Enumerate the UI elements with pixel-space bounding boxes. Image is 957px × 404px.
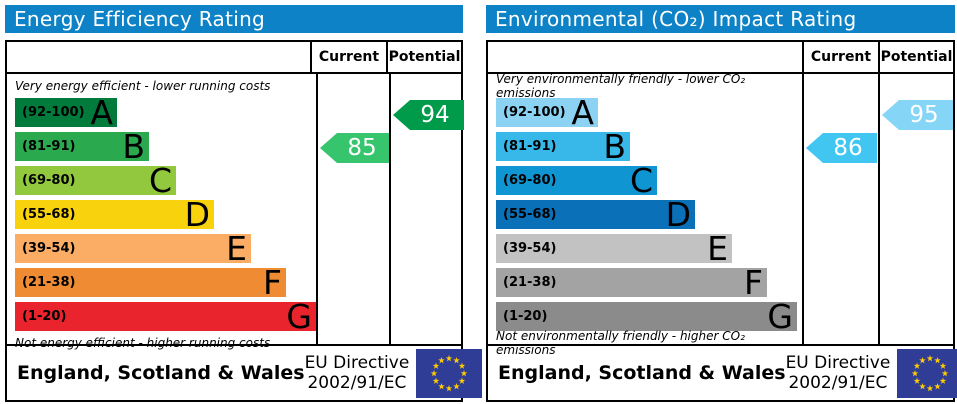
band-range-label: (81-91) bbox=[503, 139, 557, 154]
band-letter: B bbox=[603, 127, 626, 166]
energy-panel-title-bar: Energy Efficiency Rating bbox=[5, 5, 463, 33]
band-letter: G bbox=[767, 297, 793, 336]
band-range-label: (39-54) bbox=[503, 241, 557, 256]
band-range-label: (69-80) bbox=[503, 173, 557, 188]
eu-flag-icon bbox=[897, 348, 957, 398]
energy-potential-column: 94 bbox=[388, 74, 464, 344]
energy-potential-rating-arrow: 94 bbox=[392, 100, 464, 130]
environmental-band-d: (55-68) D bbox=[496, 195, 695, 234]
energy-band-b: (81-91) B bbox=[15, 127, 149, 166]
band-range-label: (55-68) bbox=[22, 207, 76, 222]
band-letter: D bbox=[184, 195, 210, 234]
band-range-label: (81-91) bbox=[22, 139, 76, 154]
energy-footer: England, Scotland & Wales EU Directive 2… bbox=[7, 344, 483, 400]
band-letter: G bbox=[286, 297, 312, 336]
band-letter: C bbox=[629, 161, 653, 200]
eu-directive-line1: EU Directive bbox=[785, 352, 891, 373]
energy-band-area: Very energy efficient - lower running co… bbox=[7, 74, 316, 350]
energy-current-rating-arrow: 85 bbox=[320, 133, 391, 163]
energy-efficiency-panel: Energy Efficiency Rating Current Potenti… bbox=[5, 5, 483, 402]
energy-potential-column-header: Potential bbox=[386, 42, 461, 72]
band-letter: B bbox=[122, 127, 145, 166]
energy-chart-body: Very energy efficient - lower running co… bbox=[7, 74, 464, 350]
energy-band-g: (1-20) G bbox=[15, 297, 316, 336]
energy-current-column-header: Current bbox=[310, 42, 386, 72]
environmental-eu-directive-label: EU Directive 2002/91/EC bbox=[786, 353, 891, 393]
energy-eu-directive-label: EU Directive 2002/91/EC bbox=[305, 353, 410, 393]
environmental-impact-panel: Environmental (CO₂) Impact Rating Curren… bbox=[486, 5, 957, 402]
environmental-potential-rating-arrow: 95 bbox=[882, 100, 953, 130]
environmental-column-header-row: Current Potential bbox=[488, 42, 953, 74]
energy-band-d: (55-68) D bbox=[15, 195, 214, 234]
band-letter: D bbox=[665, 195, 691, 234]
environmental-rating-table: Current Potential Very environmentally f… bbox=[486, 40, 957, 402]
energy-band-a: (92-100) A bbox=[15, 93, 117, 132]
band-letter: F bbox=[263, 263, 282, 302]
band-letter: A bbox=[571, 93, 594, 132]
environmental-header-spacer bbox=[488, 42, 802, 72]
environmental-potential-column-header: Potential bbox=[878, 42, 953, 72]
environmental-top-caption: Very environmentally friendly - lower CO… bbox=[496, 72, 746, 100]
environmental-band-area: Very environmentally friendly - lower CO… bbox=[488, 72, 802, 357]
energy-bottom-caption: Not energy efficient - higher running co… bbox=[15, 335, 271, 350]
band-letter: E bbox=[226, 229, 247, 268]
eu-directive-line2: 2002/91/EC bbox=[788, 373, 888, 393]
band-range-label: (21-38) bbox=[503, 275, 557, 290]
band-range-label: (92-100) bbox=[22, 105, 85, 120]
environmental-panel-title-bar: Environmental (CO₂) Impact Rating bbox=[486, 5, 955, 33]
band-letter: E bbox=[707, 229, 728, 268]
energy-panel-title: Energy Efficiency Rating bbox=[14, 7, 266, 31]
environmental-band-f: (21-38) F bbox=[496, 263, 767, 302]
band-range-label: (1-20) bbox=[503, 309, 548, 324]
environmental-current-column: 86 bbox=[802, 74, 878, 344]
environmental-panel-title: Environmental (CO₂) Impact Rating bbox=[495, 7, 857, 31]
energy-column-header-row: Current Potential bbox=[7, 42, 461, 74]
energy-region-label: England, Scotland & Wales bbox=[17, 362, 305, 384]
band-letter: A bbox=[90, 93, 113, 132]
energy-header-spacer bbox=[7, 42, 310, 72]
band-range-label: (92-100) bbox=[503, 105, 566, 120]
environmental-current-column-header: Current bbox=[802, 42, 878, 72]
band-range-label: (55-68) bbox=[503, 207, 557, 222]
environmental-current-rating-arrow: 86 bbox=[806, 133, 877, 163]
energy-top-caption: Very energy efficient - lower running co… bbox=[15, 79, 271, 93]
environmental-band-c: (69-80) C bbox=[496, 161, 657, 200]
environmental-region-label: England, Scotland & Wales bbox=[498, 362, 786, 384]
band-range-label: (39-54) bbox=[22, 241, 76, 256]
eu-flag-icon bbox=[416, 348, 483, 398]
band-range-label: (21-38) bbox=[22, 275, 76, 290]
band-range-label: (69-80) bbox=[22, 173, 76, 188]
energy-band-f: (21-38) F bbox=[15, 263, 286, 302]
energy-band-c: (69-80) C bbox=[15, 161, 176, 200]
energy-rating-table: Current Potential Very energy efficient … bbox=[5, 40, 483, 402]
environmental-potential-column: 95 bbox=[878, 74, 953, 344]
eu-directive-line1: EU Directive bbox=[304, 352, 410, 373]
environmental-band-g: (1-20) G bbox=[496, 297, 797, 336]
band-letter: F bbox=[744, 263, 763, 302]
environmental-chart-body: Very environmentally friendly - lower CO… bbox=[488, 72, 953, 357]
band-letter: C bbox=[148, 161, 172, 200]
environmental-band-e: (39-54) E bbox=[496, 229, 732, 268]
energy-band-e: (39-54) E bbox=[15, 229, 251, 268]
energy-current-column: 85 bbox=[316, 74, 391, 344]
band-range-label: (1-20) bbox=[22, 309, 67, 324]
environmental-band-b: (81-91) B bbox=[496, 127, 630, 166]
eu-directive-line2: 2002/91/EC bbox=[307, 373, 407, 393]
environmental-footer: England, Scotland & Wales EU Directive 2… bbox=[488, 344, 957, 400]
environmental-band-a: (92-100) A bbox=[496, 93, 598, 132]
